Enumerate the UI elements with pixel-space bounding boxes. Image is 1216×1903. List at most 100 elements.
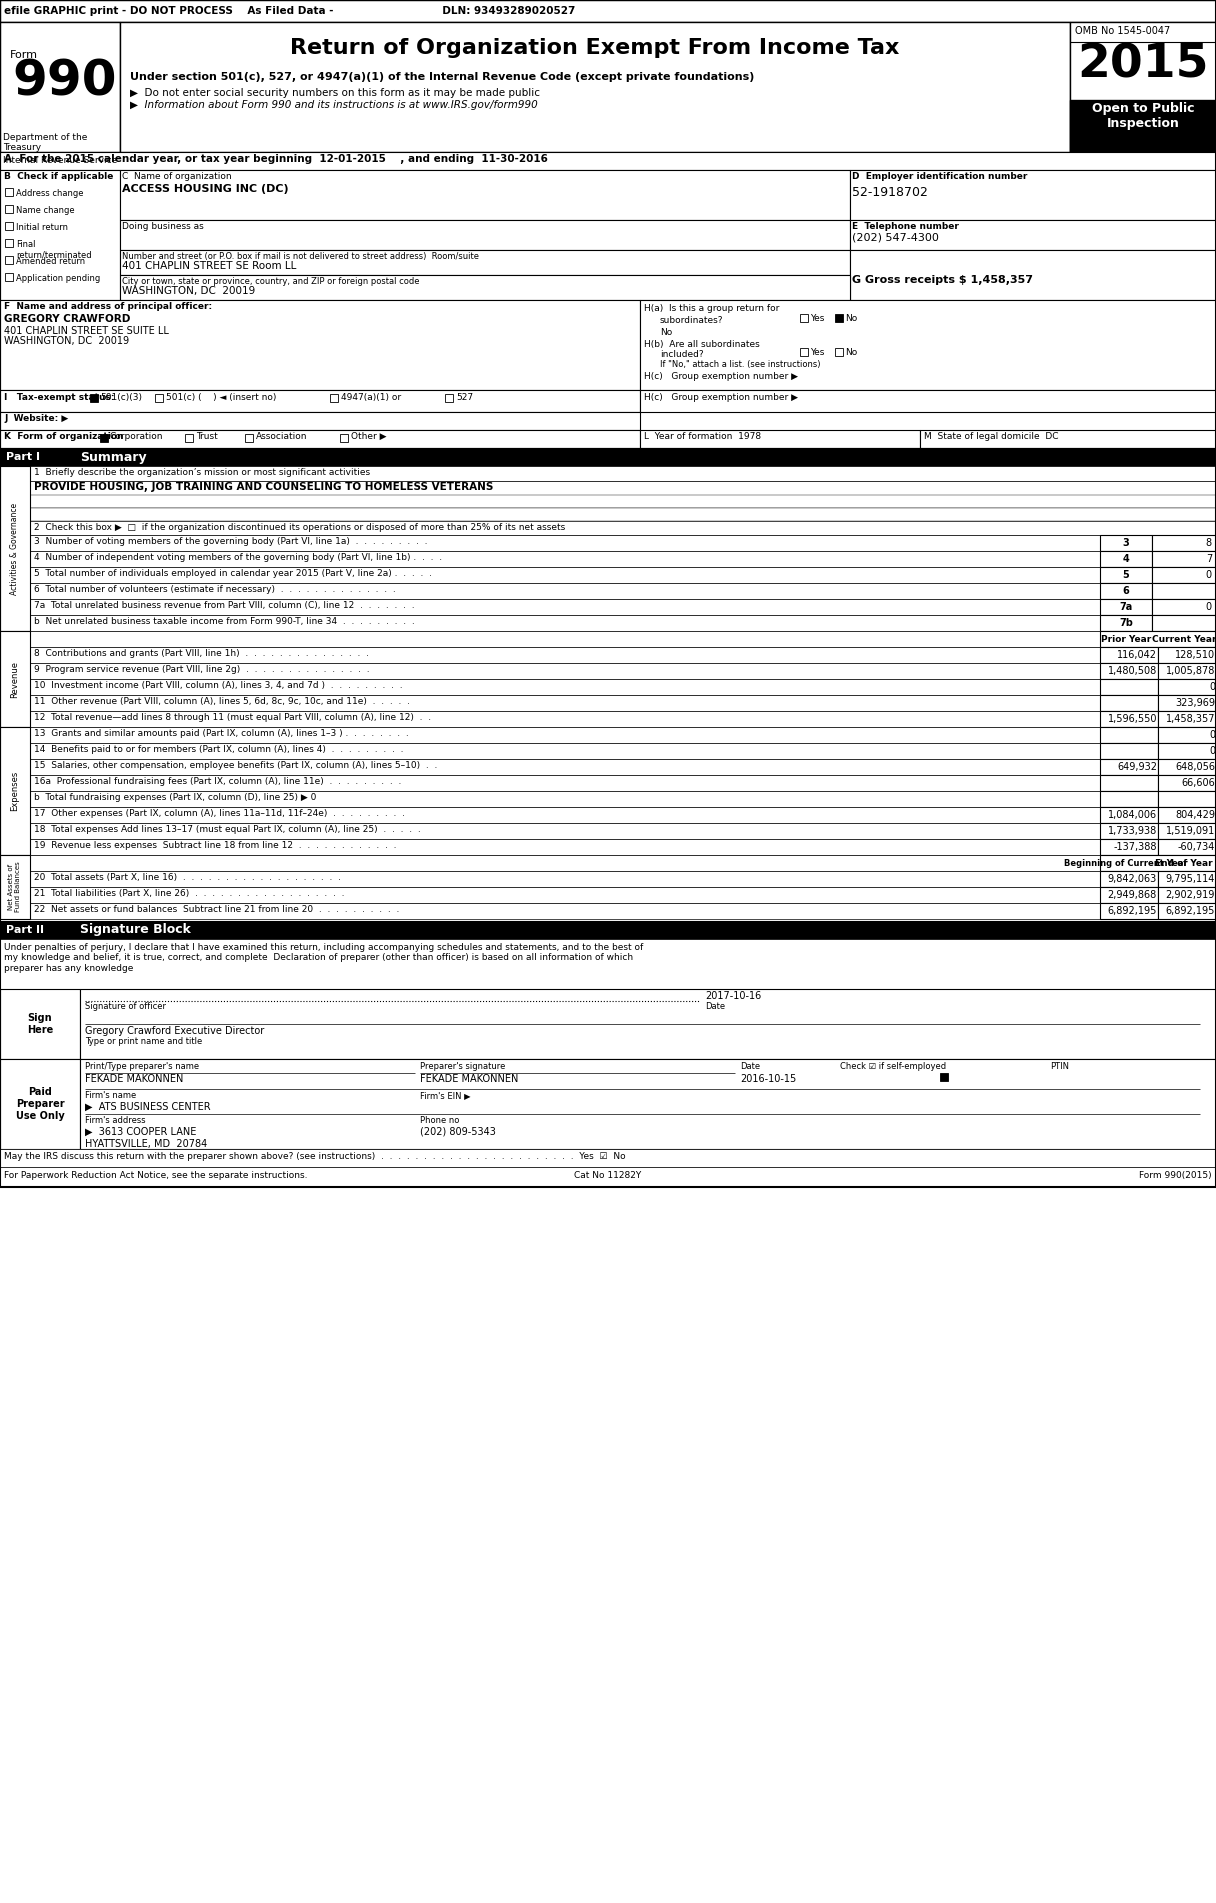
Text: included?: included?: [660, 350, 704, 360]
Text: 17  Other expenses (Part IX, column (A), lines 11a–11d, 11f–24e)  .  .  .  .  . : 17 Other expenses (Part IX, column (A), …: [34, 809, 405, 818]
Text: 11  Other revenue (Part VIII, column (A), lines 5, 6d, 8c, 9c, 10c, and 11e)  . : 11 Other revenue (Part VIII, column (A),…: [34, 696, 410, 706]
Bar: [1158, 679, 1216, 695]
Text: Initial return: Initial return: [16, 223, 68, 232]
Text: 501(c) (    ) ◄ (insert no): 501(c) ( ) ◄ (insert no): [167, 394, 276, 402]
Bar: [1100, 887, 1158, 904]
Text: FEKADE MAKONNEN: FEKADE MAKONNEN: [85, 1073, 184, 1085]
Text: b  Net unrelated business taxable income from Form 990-T, line 34  .  .  .  .  .: b Net unrelated business taxable income …: [34, 617, 415, 626]
Bar: [120, 169, 850, 221]
Bar: [0, 938, 1216, 990]
Bar: [30, 679, 1100, 695]
Text: ▶  ATS BUSINESS CENTER: ▶ ATS BUSINESS CENTER: [85, 1102, 210, 1111]
Text: 15  Salaries, other compensation, employee benefits (Part IX, column (A), lines : 15 Salaries, other compensation, employe…: [34, 761, 438, 771]
Text: 0: 0: [1209, 731, 1215, 740]
Bar: [640, 390, 1216, 413]
Text: H(a)  Is this a group return for: H(a) Is this a group return for: [644, 304, 779, 312]
Text: I   Tax-exempt status:: I Tax-exempt status:: [4, 394, 114, 402]
Bar: [30, 552, 1100, 567]
Text: Department of the: Department of the: [2, 133, 88, 143]
Text: C  Name of organization: C Name of organization: [122, 171, 231, 181]
Text: Part I: Part I: [6, 453, 40, 462]
Text: Amended return: Amended return: [16, 257, 85, 266]
Text: subordinates?: subordinates?: [660, 316, 724, 325]
Text: G Gross receipts $ 1,458,357: G Gross receipts $ 1,458,357: [852, 276, 1034, 285]
Bar: [30, 775, 1100, 792]
Bar: [1100, 872, 1158, 887]
Text: Type or print name and title: Type or print name and title: [85, 1037, 202, 1047]
Bar: [5, 272, 13, 282]
Text: ▶  Information about Form 990 and its instructions is at www.IRS.gov/form990: ▶ Information about Form 990 and its ins…: [130, 101, 537, 110]
Bar: [244, 434, 253, 441]
Text: 8: 8: [1206, 539, 1212, 548]
Bar: [1100, 615, 1152, 632]
Bar: [30, 792, 1100, 807]
Text: Firm's name: Firm's name: [85, 1090, 136, 1100]
Bar: [30, 887, 1100, 904]
Bar: [1070, 101, 1216, 152]
Text: 1,084,006: 1,084,006: [1108, 811, 1156, 820]
Bar: [30, 599, 1100, 615]
Bar: [30, 904, 1100, 919]
Text: Name change: Name change: [16, 206, 74, 215]
Bar: [100, 434, 108, 441]
Bar: [30, 567, 1100, 582]
Text: Sign
Here: Sign Here: [27, 1012, 54, 1035]
Text: 2016-10-15: 2016-10-15: [741, 1073, 796, 1085]
Text: No: No: [845, 348, 857, 358]
Text: 16a  Professional fundraising fees (Part IX, column (A), line 11e)  .  .  .  .  : 16a Professional fundraising fees (Part …: [34, 776, 401, 786]
Text: 7a  Total unrelated business revenue from Part VIII, column (C), line 12  .  .  : 7a Total unrelated business revenue from…: [34, 601, 415, 611]
Bar: [30, 508, 1216, 521]
Text: (202) 809-5343: (202) 809-5343: [420, 1127, 496, 1136]
Bar: [1100, 679, 1158, 695]
Text: H(b)  Are all subordinates: H(b) Are all subordinates: [644, 341, 760, 348]
Text: WASHINGTON, DC  20019: WASHINGTON, DC 20019: [4, 337, 129, 346]
Bar: [1100, 775, 1158, 792]
Text: 7: 7: [1206, 554, 1212, 563]
Bar: [30, 727, 1100, 742]
Bar: [30, 854, 1100, 872]
Text: Phone no: Phone no: [420, 1115, 460, 1125]
Bar: [1158, 792, 1216, 807]
Bar: [1158, 695, 1216, 712]
Text: Trust: Trust: [196, 432, 218, 441]
Bar: [0, 466, 30, 632]
Text: Beginning of Current Year: Beginning of Current Year: [1064, 858, 1188, 868]
Bar: [1158, 775, 1216, 792]
Bar: [800, 314, 807, 322]
Text: Date: Date: [741, 1062, 760, 1071]
Bar: [0, 413, 640, 430]
Bar: [850, 249, 1216, 301]
Bar: [1100, 552, 1152, 567]
Text: B  Check if applicable: B Check if applicable: [4, 171, 113, 181]
Text: 18  Total expenses Add lines 13–17 (must equal Part IX, column (A), line 25)  . : 18 Total expenses Add lines 13–17 (must …: [34, 826, 421, 834]
Text: 21  Total liabilities (Part X, line 26)  .  .  .  .  .  .  .  .  .  .  .  .  .  : 21 Total liabilities (Part X, line 26) .…: [34, 889, 344, 898]
Bar: [185, 434, 193, 441]
Text: 1,733,938: 1,733,938: [1108, 826, 1156, 835]
Bar: [0, 1167, 1216, 1187]
Text: 19  Revenue less expenses  Subtract line 18 from line 12  .  .  .  .  .  .  .  .: 19 Revenue less expenses Subtract line 1…: [34, 841, 396, 851]
Text: Current Year: Current Year: [1152, 634, 1216, 643]
Bar: [1100, 822, 1158, 839]
Bar: [1100, 647, 1158, 662]
Text: Under section 501(c), 527, or 4947(a)(1) of the Internal Revenue Code (except pr: Under section 501(c), 527, or 4947(a)(1)…: [130, 72, 754, 82]
Text: 12  Total revenue—add lines 8 through 11 (must equal Part VIII, column (A), line: 12 Total revenue—add lines 8 through 11 …: [34, 714, 432, 721]
Bar: [445, 394, 454, 402]
Bar: [1158, 872, 1216, 887]
Text: FEKADE MAKONNEN: FEKADE MAKONNEN: [420, 1073, 518, 1085]
Text: -60,734: -60,734: [1177, 841, 1215, 853]
Bar: [5, 240, 13, 247]
Bar: [640, 430, 921, 447]
Text: 6: 6: [1122, 586, 1130, 596]
Bar: [1100, 759, 1158, 775]
Text: Yes: Yes: [810, 348, 824, 358]
Text: 116,042: 116,042: [1118, 651, 1156, 660]
Text: Final
return/terminated: Final return/terminated: [16, 240, 91, 259]
Text: 2015: 2015: [1077, 44, 1209, 88]
Text: PTIN: PTIN: [1049, 1062, 1069, 1071]
Text: Activities & Governance: Activities & Governance: [11, 502, 19, 594]
Bar: [120, 221, 850, 249]
Bar: [0, 23, 120, 152]
Bar: [0, 447, 1216, 466]
Bar: [30, 872, 1100, 887]
Text: 2  Check this box ▶  □  if the organization discontinued its operations or dispo: 2 Check this box ▶ □ if the organization…: [34, 523, 565, 533]
